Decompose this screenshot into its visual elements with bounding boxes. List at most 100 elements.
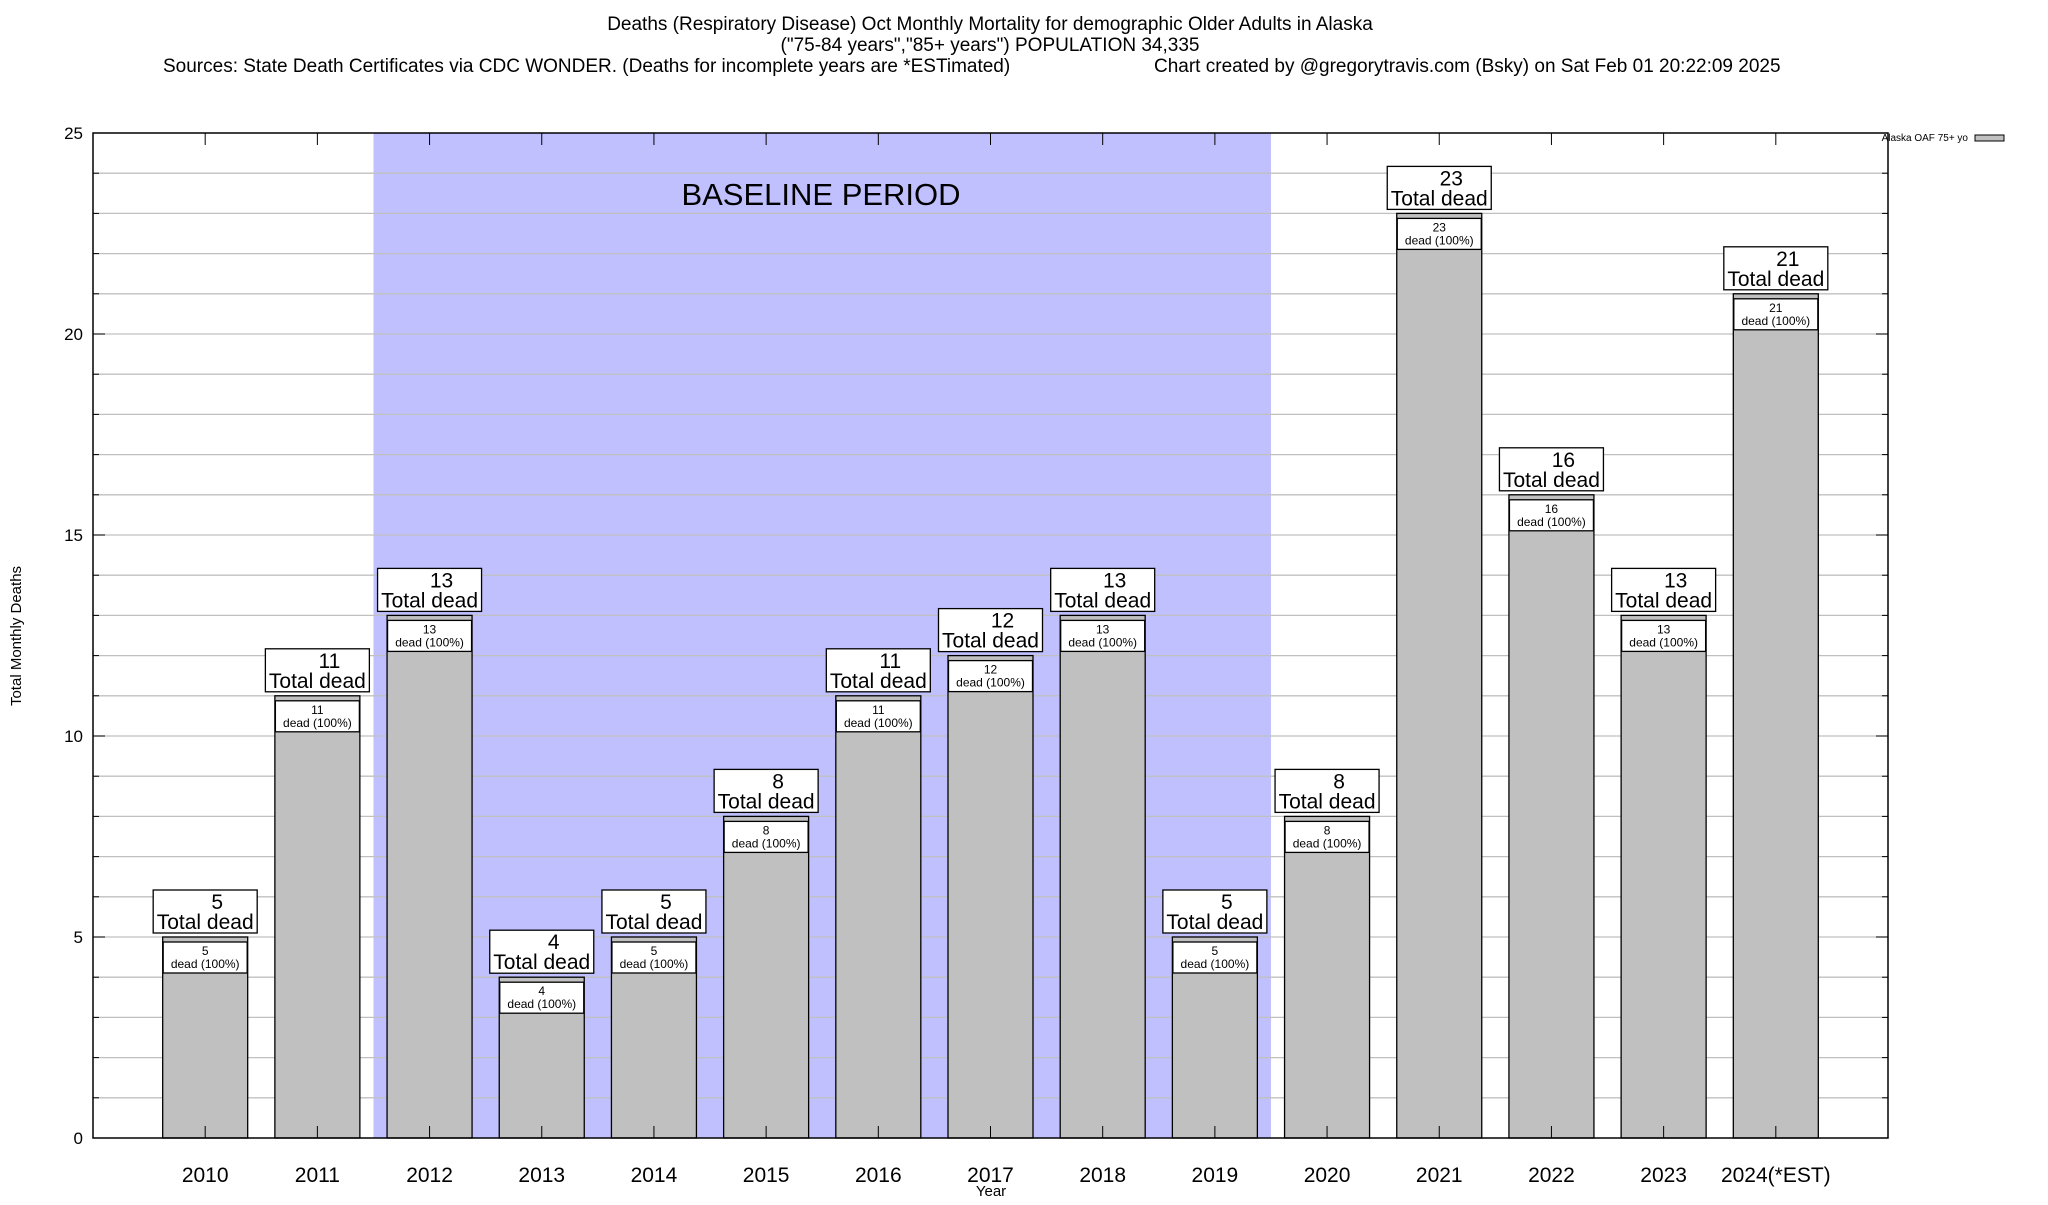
total-label-box <box>1274 768 1380 814</box>
total-label-box <box>152 889 258 934</box>
inner-label-box <box>1284 820 1370 854</box>
inner-label-value: 23 <box>1433 220 1447 234</box>
y-axis-label: Total Monthly Deaths <box>8 566 25 706</box>
total-label-box <box>1050 567 1156 613</box>
bar-2020 <box>1283 815 1371 1139</box>
total-label-box <box>1162 889 1268 934</box>
inner-label-text: dead (100%) <box>732 836 801 850</box>
total-label-value: 5 <box>211 891 223 914</box>
bar-2023 <box>1620 614 1707 1139</box>
inner-label-value: 5 <box>651 944 658 958</box>
inner-label-value: 8 <box>763 823 770 837</box>
inner-label-value: 4 <box>538 984 545 998</box>
legend-swatch <box>1974 134 2005 142</box>
chart-title-line-1: Deaths (Respiratory Disease) Oct Monthly… <box>607 14 1373 35</box>
total-label-text: Total dead <box>1727 268 1824 291</box>
inner-label-text: dead (100%) <box>620 957 689 971</box>
inner-label-value: 11 <box>872 703 885 717</box>
y-tick-label: 15 <box>64 526 83 545</box>
inner-label-value: 8 <box>1324 823 1331 837</box>
inner-label-text: dead (100%) <box>1629 635 1698 649</box>
bar-2021 <box>1396 212 1483 1139</box>
total-label-text: Total dead <box>1615 589 1712 612</box>
inner-label-text: dead (100%) <box>844 716 913 730</box>
inner-label-text: dead (100%) <box>956 676 1025 690</box>
x-tick-label: 2014 <box>631 1164 678 1187</box>
x-tick-label: 2024(*EST) <box>1721 1164 1831 1187</box>
total-label-value: 8 <box>772 770 784 793</box>
total-label-text: Total dead <box>1054 589 1151 612</box>
y-tick-label: 10 <box>64 727 83 746</box>
total-label-box <box>1498 447 1605 492</box>
total-label-box <box>264 648 371 693</box>
total-label-value: 5 <box>1221 891 1233 914</box>
total-label-value: 23 <box>1440 167 1463 190</box>
chart-source-note: Sources: State Death Certificates via CD… <box>163 56 1010 77</box>
inner-label-box <box>274 700 361 733</box>
x-tick-label: 2010 <box>182 1164 229 1187</box>
inner-label-box <box>1396 217 1482 251</box>
inner-label-value: 13 <box>1096 622 1110 636</box>
inner-label-box <box>1733 298 1819 331</box>
total-label-text: Total dead <box>1391 187 1488 210</box>
inner-label-value: 5 <box>1212 944 1219 958</box>
x-tick-label: 2011 <box>295 1164 340 1187</box>
inner-label-value: 21 <box>1769 301 1783 315</box>
total-label-text: Total dead <box>718 790 815 813</box>
y-tick-label: 25 <box>64 124 83 143</box>
total-label-box <box>937 607 1044 653</box>
total-label-value: 16 <box>1552 449 1575 472</box>
total-label-value: 8 <box>1333 770 1345 793</box>
chart-titles: Deaths (Respiratory Disease) Oct Monthly… <box>163 14 1781 77</box>
total-label-value: 21 <box>1776 248 1799 271</box>
x-tick-label: 2015 <box>743 1164 790 1187</box>
total-label-value: 5 <box>660 891 672 914</box>
bar-2015 <box>722 815 810 1139</box>
total-label-value: 12 <box>991 610 1014 633</box>
inner-label-text: dead (100%) <box>171 957 240 971</box>
x-tick-label: 2019 <box>1192 1164 1239 1187</box>
bar-2011 <box>274 695 361 1139</box>
bar-2018 <box>1059 614 1146 1139</box>
inner-label-text: dead (100%) <box>1181 957 1250 971</box>
inner-label-text: dead (100%) <box>1068 635 1137 649</box>
x-tick-label: 2016 <box>855 1164 902 1187</box>
total-label-box <box>601 889 707 934</box>
baseline-label: BASELINE PERIOD <box>681 177 960 212</box>
x-tick-label: 2012 <box>406 1164 453 1187</box>
inner-label-text: dead (100%) <box>1293 836 1362 850</box>
total-label-text: Total dead <box>157 911 254 934</box>
total-label-text: Total dead <box>605 911 702 934</box>
total-label-text: Total dead <box>269 670 366 693</box>
inner-label-value: 12 <box>984 663 998 677</box>
total-label-value: 13 <box>1664 569 1687 592</box>
bar-2017 <box>947 654 1034 1139</box>
inner-label-value: 13 <box>423 622 437 636</box>
total-label-box <box>1386 165 1492 211</box>
y-tick-label: 5 <box>74 928 83 947</box>
total-label-box <box>825 648 931 693</box>
y-tick-label: 0 <box>74 1129 83 1148</box>
total-label-box <box>1610 567 1717 613</box>
x-tick-label: 2020 <box>1304 1164 1351 1187</box>
total-label-text: Total dead <box>942 630 1039 653</box>
total-label-value: 13 <box>430 569 453 592</box>
inner-label-text: dead (100%) <box>395 635 464 649</box>
inner-label-box <box>611 941 697 974</box>
total-label-text: Total dead <box>1503 469 1600 492</box>
chart-title-line-2: ("75-84 years","85+ years") POPULATION 3… <box>781 35 1200 56</box>
inner-label-value: 11 <box>311 703 324 717</box>
x-tick-label: 2023 <box>1640 1164 1687 1187</box>
plot-frame <box>92 132 1889 1139</box>
inner-label-value: 16 <box>1545 502 1559 516</box>
total-label-text: Total dead <box>1166 911 1263 934</box>
total-label-value: 11 <box>879 650 901 673</box>
bar-2012 <box>386 614 473 1139</box>
total-label-text: Total dead <box>1279 790 1376 813</box>
total-label-box <box>376 567 483 613</box>
inner-label-text: dead (100%) <box>1405 233 1474 247</box>
inner-label-text: dead (100%) <box>1741 314 1810 328</box>
total-label-text: Total dead <box>493 951 590 974</box>
